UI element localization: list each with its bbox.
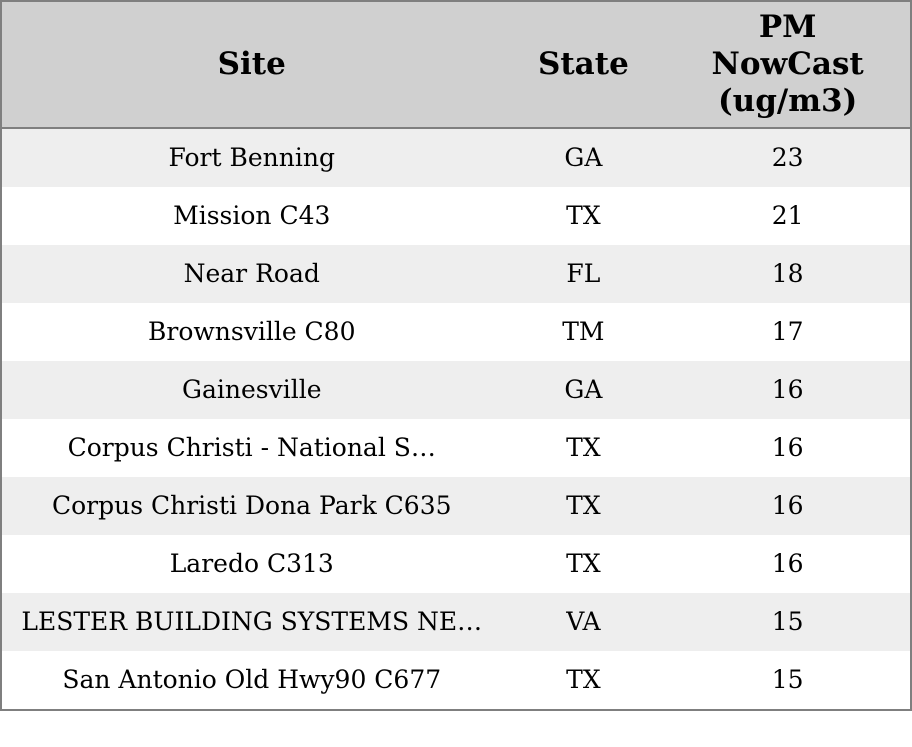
table-row[interactable]: San Antonio Old Hwy90 C677 TX 15 xyxy=(1,651,911,710)
table-row[interactable]: Gainesville GA 16 xyxy=(1,361,911,419)
site-cell: Laredo C313 xyxy=(169,549,334,579)
state-cell: TX xyxy=(566,433,601,463)
state-cell: TX xyxy=(566,201,601,231)
table-row[interactable]: Laredo C313 TX 16 xyxy=(1,535,911,593)
state-cell: TX xyxy=(566,491,601,521)
pm-nowcast-cell: 16 xyxy=(771,433,804,463)
pm-nowcast-cell: 16 xyxy=(771,375,804,405)
table-row[interactable]: Corpus Christi Dona Park C635 TX 16 xyxy=(1,477,911,535)
state-cell: FL xyxy=(566,259,601,289)
pm-nowcast-cell: 18 xyxy=(771,259,804,289)
table-header: Site State PM NowCast (ug/m3) xyxy=(1,1,911,129)
column-header-state: State xyxy=(501,1,666,129)
pm-nowcast-cell: 17 xyxy=(771,317,804,347)
column-header-site: Site xyxy=(1,1,502,129)
table-row[interactable]: Brownsville C80 TM 17 xyxy=(1,303,911,361)
site-cell: Gainesville xyxy=(181,375,322,405)
state-cell: GA xyxy=(564,375,603,405)
pm-nowcast-cell: 15 xyxy=(771,665,804,695)
site-cell: Near Road xyxy=(183,259,320,289)
site-cell: Mission C43 xyxy=(173,201,331,231)
state-cell: TM xyxy=(562,317,605,347)
site-cell: LESTER BUILDING SYSTEMS NE… xyxy=(21,607,483,637)
state-cell: GA xyxy=(564,143,603,173)
pm-nowcast-table: Site State PM NowCast (ug/m3) Fort Benni… xyxy=(0,0,912,711)
table-row[interactable]: Fort Benning GA 23 xyxy=(1,128,911,187)
state-cell: VA xyxy=(566,607,601,637)
pm-nowcast-cell: 21 xyxy=(771,201,804,231)
site-cell: Corpus Christi - National S… xyxy=(67,433,436,463)
site-cell: Brownsville C80 xyxy=(148,317,356,347)
table-body: Fort Benning GA 23 Mission C43 TX 21 Nea… xyxy=(1,128,911,710)
column-header-pm-nowcast: PM NowCast (ug/m3) xyxy=(665,1,911,129)
column-header-state-label: State xyxy=(537,45,629,82)
site-cell: Corpus Christi Dona Park C635 xyxy=(51,491,452,521)
table-row[interactable]: LESTER BUILDING SYSTEMS NE… VA 15 xyxy=(1,593,911,651)
state-cell: TX xyxy=(566,549,601,579)
table-row[interactable]: Near Road FL 18 xyxy=(1,245,911,303)
state-cell: TX xyxy=(566,665,601,695)
column-header-pm-nowcast-label: PM NowCast (ug/m3) xyxy=(711,8,864,120)
table-row[interactable]: Corpus Christi - National S… TX 16 xyxy=(1,419,911,477)
header-row: Site State PM NowCast (ug/m3) xyxy=(1,1,911,129)
pm-nowcast-cell: 16 xyxy=(771,491,804,521)
site-cell: Fort Benning xyxy=(168,143,335,173)
pm-nowcast-cell: 23 xyxy=(771,143,804,173)
table-row[interactable]: Mission C43 TX 21 xyxy=(1,187,911,245)
site-cell: San Antonio Old Hwy90 C677 xyxy=(62,665,442,695)
column-header-site-label: Site xyxy=(217,45,286,82)
pm-nowcast-cell: 16 xyxy=(771,549,804,579)
pm-nowcast-cell: 15 xyxy=(771,607,804,637)
